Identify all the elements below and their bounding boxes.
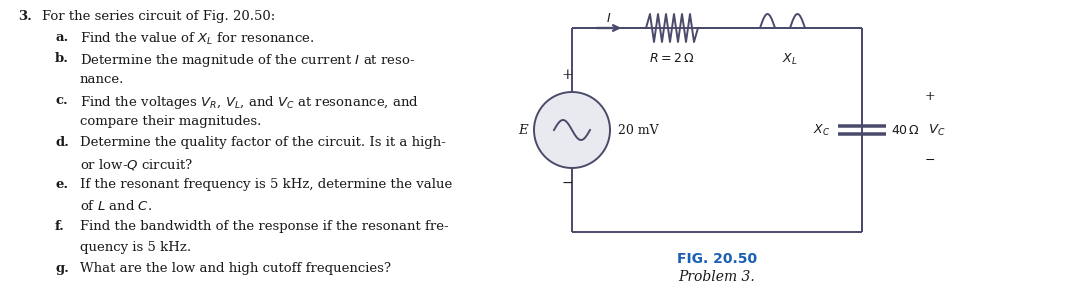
Text: a.: a. <box>55 31 68 44</box>
Text: 20 mV: 20 mV <box>618 124 659 137</box>
Text: Find the voltages $V_R$, $V_L$, and $V_C$ at resonance, and: Find the voltages $V_R$, $V_L$, and $V_C… <box>80 94 419 111</box>
Text: $X_L$: $X_L$ <box>782 52 798 67</box>
Text: of $L$ and $C$.: of $L$ and $C$. <box>80 199 152 213</box>
Text: $X_C$: $X_C$ <box>813 122 831 137</box>
Text: $R = 2\,\Omega$: $R = 2\,\Omega$ <box>649 52 694 65</box>
Text: Problem 3.: Problem 3. <box>678 270 755 284</box>
Text: d.: d. <box>55 136 69 149</box>
Text: +: + <box>924 90 935 103</box>
Text: +: + <box>562 68 572 82</box>
Text: −: − <box>924 154 935 167</box>
Text: 3.: 3. <box>18 10 32 23</box>
Text: For the series circuit of Fig. 20.50:: For the series circuit of Fig. 20.50: <box>42 10 275 23</box>
Text: −: − <box>562 176 572 190</box>
Text: b.: b. <box>55 52 69 65</box>
Text: Determine the magnitude of the current $I$ at reso-: Determine the magnitude of the current $… <box>80 52 416 69</box>
Text: compare their magnitudes.: compare their magnitudes. <box>80 115 261 128</box>
Text: E: E <box>518 124 528 137</box>
Text: or low-$Q$ circuit?: or low-$Q$ circuit? <box>80 157 193 172</box>
Text: If the resonant frequency is 5 kHz, determine the value: If the resonant frequency is 5 kHz, dete… <box>80 178 453 191</box>
Text: f.: f. <box>55 220 65 233</box>
Text: $I$: $I$ <box>606 12 611 25</box>
Text: FIG. 20.50: FIG. 20.50 <box>677 252 757 266</box>
Text: quency is 5 kHz.: quency is 5 kHz. <box>80 241 191 254</box>
Text: c.: c. <box>55 94 68 107</box>
Text: nance.: nance. <box>80 73 124 86</box>
Text: e.: e. <box>55 178 68 191</box>
Text: g.: g. <box>55 262 69 275</box>
Text: Find the value of $X_L$ for resonance.: Find the value of $X_L$ for resonance. <box>80 31 314 47</box>
Text: Find the bandwidth of the response if the resonant fre-: Find the bandwidth of the response if th… <box>80 220 448 233</box>
Text: $40\,\Omega$: $40\,\Omega$ <box>891 124 920 137</box>
Text: $V_C$: $V_C$ <box>928 122 945 137</box>
Text: Determine the quality factor of the circuit. Is it a high-: Determine the quality factor of the circ… <box>80 136 446 149</box>
Circle shape <box>535 93 609 167</box>
Text: What are the low and high cutoff frequencies?: What are the low and high cutoff frequen… <box>80 262 391 275</box>
